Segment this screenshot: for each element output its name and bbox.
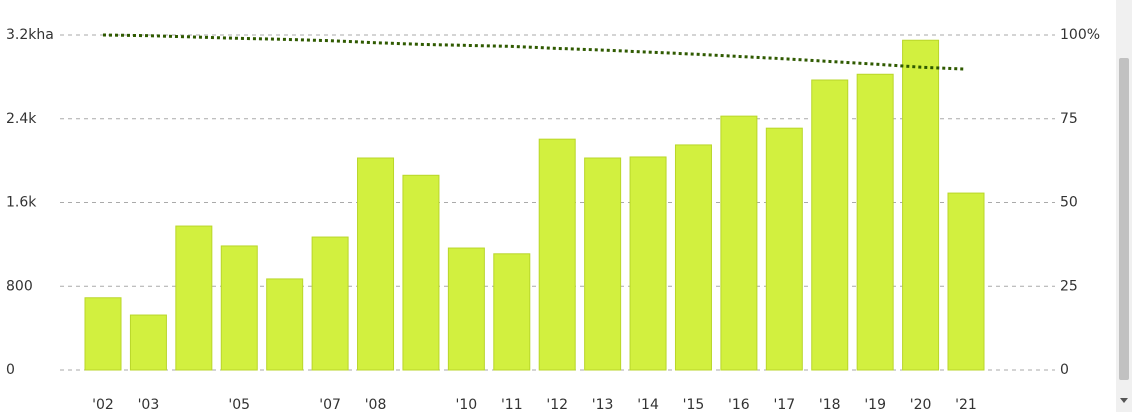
bar bbox=[765, 127, 803, 371]
x-tick-label: '18 bbox=[819, 397, 841, 412]
bar bbox=[584, 157, 622, 371]
y2-tick-label: 50 bbox=[1060, 195, 1078, 211]
scrollbar-arrow[interactable] bbox=[1120, 398, 1128, 403]
scrollbar-thumb[interactable] bbox=[1119, 58, 1129, 380]
x-tick-label: '14 bbox=[637, 397, 659, 412]
bar bbox=[357, 157, 395, 371]
x-tick-label: '15 bbox=[683, 397, 705, 412]
bar bbox=[447, 247, 485, 371]
y2-tick-label: 100% bbox=[1060, 27, 1100, 43]
x-tick-label: '21 bbox=[955, 397, 977, 412]
x-tick-label: '17 bbox=[773, 397, 795, 412]
y-tick-label: 800 bbox=[6, 278, 33, 294]
bar bbox=[175, 225, 213, 371]
x-tick-label: '13 bbox=[592, 397, 614, 412]
bar bbox=[629, 156, 667, 371]
y2-tick-label: 25 bbox=[1060, 278, 1078, 294]
bar bbox=[220, 245, 258, 371]
y2-tick-label: 75 bbox=[1060, 111, 1078, 127]
bar bbox=[493, 253, 531, 371]
x-tick-label: '10 bbox=[456, 397, 478, 412]
bar bbox=[947, 192, 985, 371]
bar bbox=[811, 79, 849, 371]
x-tick-label: '19 bbox=[864, 397, 886, 412]
bar bbox=[402, 174, 440, 371]
x-tick-label: '07 bbox=[319, 397, 341, 412]
y-tick-label: 0 bbox=[6, 362, 15, 378]
y2-tick-label: 0 bbox=[1060, 362, 1069, 378]
x-tick-label: '16 bbox=[728, 397, 750, 412]
x-tick-label: '02 bbox=[92, 397, 114, 412]
y-tick-label: 1.6k bbox=[6, 195, 37, 211]
x-tick-label: '11 bbox=[501, 397, 523, 412]
bar bbox=[902, 39, 940, 371]
bar bbox=[674, 144, 712, 371]
line bbox=[102, 33, 967, 71]
x-tick-label: '03 bbox=[138, 397, 160, 412]
bar bbox=[538, 138, 576, 371]
y-tick-label: 2.4k bbox=[6, 111, 37, 127]
bar bbox=[720, 115, 758, 371]
bar bbox=[856, 73, 894, 371]
bar bbox=[311, 236, 349, 371]
bar bbox=[129, 314, 167, 371]
bar bbox=[84, 297, 122, 371]
x-tick-label: '08 bbox=[365, 397, 387, 412]
x-tick-label: '12 bbox=[546, 397, 568, 412]
bar bbox=[266, 278, 304, 371]
x-tick-label: '20 bbox=[910, 397, 932, 412]
y-tick-label: 3.2kha bbox=[6, 27, 54, 43]
x-tick-label: '05 bbox=[228, 397, 250, 412]
